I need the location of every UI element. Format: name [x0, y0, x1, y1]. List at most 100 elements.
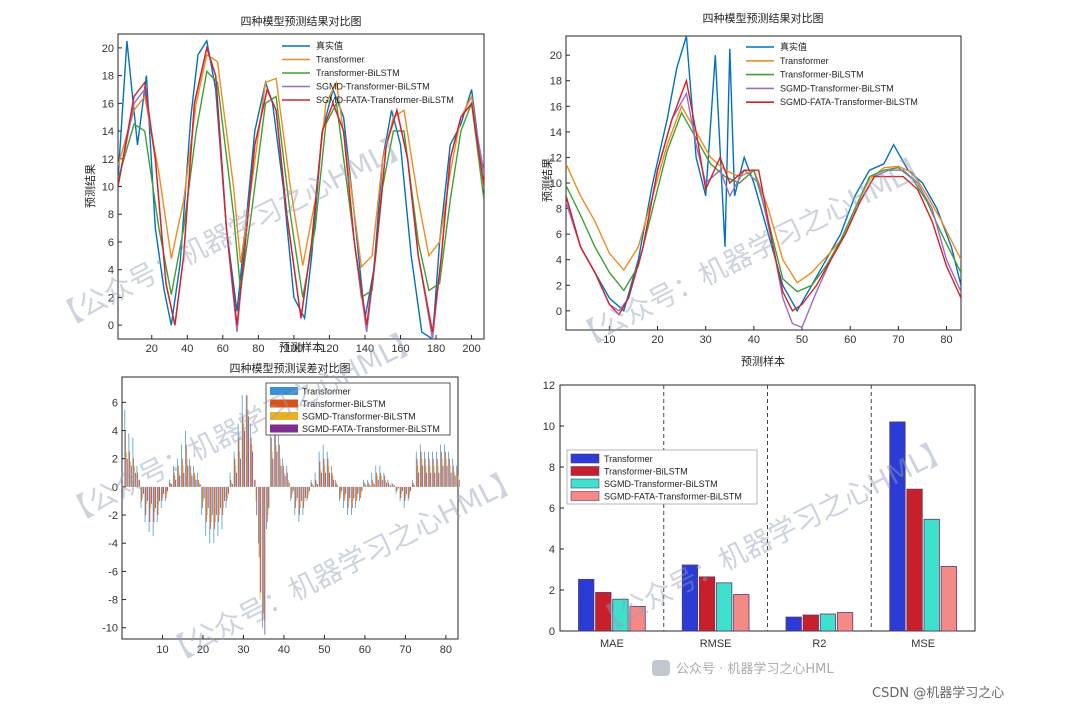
- error-bar: [173, 465, 174, 487]
- error-bar: [404, 486, 406, 501]
- y-tick-label: 6: [108, 237, 114, 249]
- error-bar: [414, 485, 416, 487]
- error-bar: [230, 479, 232, 487]
- error-bar: [333, 479, 335, 487]
- legend-label: Transformer-BiLSTM: [316, 68, 400, 78]
- error-bar: [389, 485, 391, 487]
- error-bar: [252, 451, 254, 487]
- x-tick-label: 80: [252, 343, 264, 355]
- error-bar: [244, 430, 245, 487]
- error-bar: [157, 486, 159, 516]
- chart-2-ylabel: 预测结果: [541, 158, 554, 202]
- error-bar: [316, 482, 318, 487]
- legend-label: SGMD-Transformer-BiLSTM: [316, 82, 430, 92]
- metric-bar: [785, 616, 802, 632]
- metric-bar: [612, 598, 629, 632]
- error-bar: [276, 451, 278, 487]
- error-bar: [202, 486, 204, 501]
- error-bar: [215, 486, 216, 523]
- error-bar: [440, 444, 441, 487]
- error-bar: [433, 465, 435, 487]
- error-bar: [343, 486, 344, 508]
- error-bar: [232, 484, 233, 487]
- error-bar: [298, 486, 300, 523]
- metric-bar: [629, 606, 646, 632]
- x-tick-label: 140: [356, 343, 374, 355]
- error-bar: [303, 486, 305, 508]
- error-bar: [148, 486, 150, 532]
- x-tick-label: 50: [796, 334, 808, 346]
- error-bar: [377, 475, 378, 487]
- error-bar: [401, 486, 403, 494]
- chart-3-title: 四种模型预测误差对比图: [230, 361, 351, 375]
- x-tick-label: 20: [146, 343, 158, 355]
- error-bar: [228, 486, 229, 494]
- error-bar: [129, 451, 131, 487]
- y-tick-label: 2: [112, 454, 118, 466]
- error-bar: [258, 486, 259, 544]
- error-bar: [263, 486, 265, 621]
- y-tick-label: -8: [108, 595, 118, 607]
- y-tick-label: 4: [549, 544, 555, 556]
- error-bar: [398, 486, 399, 489]
- error-bar: [318, 451, 320, 487]
- error-bar: [331, 472, 333, 487]
- error-bar: [132, 437, 134, 487]
- error-bar: [133, 458, 135, 487]
- legend-label: SGMD-Transformer-BiLSTM: [604, 479, 718, 489]
- error-bar: [134, 472, 136, 487]
- legend-label: Transformer: [604, 454, 653, 464]
- error-bar: [369, 485, 371, 487]
- wechat-footer: 公众号 · 机器学习之心HML: [676, 661, 834, 677]
- error-bar: [428, 458, 430, 487]
- error-bar: [364, 484, 366, 487]
- error-bar: [222, 486, 224, 516]
- error-bar: [347, 486, 349, 508]
- legend-label: Transformer-BiLSTM: [604, 467, 688, 477]
- error-bar: [258, 486, 260, 558]
- wechat-badge: [652, 660, 670, 676]
- error-bar: [309, 486, 310, 492]
- legend-swatch: [270, 424, 298, 433]
- error-bar: [396, 486, 398, 492]
- error-bar: [417, 465, 419, 487]
- error-bar: [254, 479, 256, 487]
- error-bar: [450, 472, 452, 487]
- error-bar: [199, 484, 201, 487]
- y-tick-label: 10: [543, 421, 555, 433]
- chart-1-title: 四种模型预测结果对比图: [241, 14, 362, 28]
- error-bar: [320, 469, 322, 487]
- error-bar: [327, 458, 329, 487]
- chart-top-left: 四种模型预测结果对比图 预测样本 预测结果 20 40 60 80 100 120 140 1…: [84, 14, 485, 355]
- error-bar: [408, 486, 410, 499]
- x-tick-label: 20: [197, 644, 209, 656]
- error-bar: [241, 395, 243, 487]
- error-bar: [300, 486, 301, 508]
- error-bar: [217, 486, 219, 537]
- error-bar: [452, 458, 454, 487]
- error-bar: [138, 479, 139, 487]
- error-bar: [428, 451, 429, 487]
- x-tick-label: 10: [156, 644, 168, 656]
- error-bar: [352, 486, 354, 501]
- legend-label: 真实值: [316, 40, 343, 51]
- error-bar: [368, 484, 370, 487]
- error-bar: [315, 479, 317, 487]
- error-bar: [247, 409, 249, 487]
- error-bar: [203, 486, 205, 499]
- error-bar: [207, 486, 209, 508]
- y-tick-label: -2: [108, 510, 118, 522]
- error-bar: [322, 444, 324, 487]
- error-bar: [255, 486, 257, 501]
- error-bar: [357, 486, 359, 494]
- y-tick-label: 2: [556, 280, 562, 292]
- series-line: [118, 45, 484, 333]
- y-tick-label: 14: [102, 126, 114, 138]
- error-bar: [271, 451, 273, 487]
- y-tick-label: 0: [549, 626, 555, 638]
- error-bar: [307, 486, 309, 499]
- error-bar: [186, 458, 188, 487]
- error-bar: [169, 482, 171, 487]
- legend-label: SGMD-FATA-Transformer-BiLSTM: [604, 492, 742, 502]
- error-bar: [238, 437, 240, 487]
